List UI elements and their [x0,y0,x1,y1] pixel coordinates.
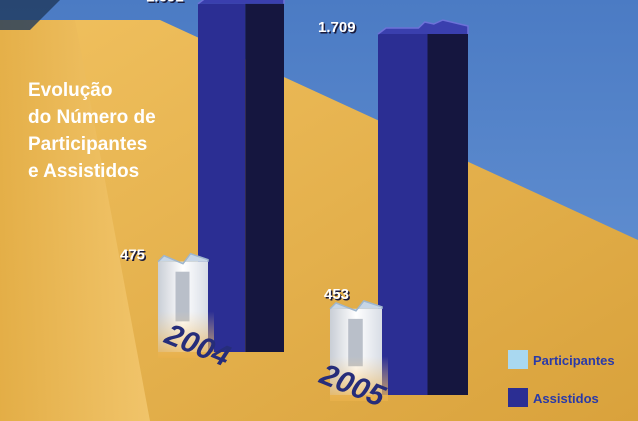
bar-assistidos-front-2005 [378,34,428,395]
left-wall [0,20,150,421]
bar-assistidos-2005 [377,19,469,395]
bar-participantes-groove-2005 [348,318,363,367]
legend-swatch-participantes [508,350,528,369]
value-label-participantes-2005: 453 [324,286,349,303]
bar-assistidos-2004 [197,0,285,352]
value-label-assistidos-shadow-2005: 1.709 [320,21,358,38]
corner-shadow [0,0,60,30]
chart-title: Evolução do Número de Participantes e As… [28,80,156,182]
legend: Participantes Assistidos [508,350,615,407]
value-label-participantes-shadow-2004: 475 [122,248,147,265]
title-line-2: do Número de [28,107,156,128]
legend-label-participantes: Participantes [533,353,615,368]
bar-assistidos-side-2004 [245,3,284,352]
title-line-1: Evolução [28,80,112,101]
title-line-3: Participantes [28,134,147,155]
bar-assistidos-top-2005 [377,19,469,35]
value-label-assistidos-shadow-2004: 1.691 [148,0,186,7]
value-label-assistidos-2005: 1.709 [318,19,356,36]
bar-participantes-2004 [157,252,214,358]
legend-swatch-assistidos [508,388,528,407]
bar-participantes-top-2004 [157,252,209,265]
bar-assistidos-side-2005 [427,34,468,395]
bar-participantes-fade-2004 [158,311,214,358]
bar-participantes-2005 [329,300,388,401]
value-label-participantes-2004: 475 [120,247,145,264]
title-line-4: e Assistidos [28,161,139,182]
value-label-assistidos-2004: 1.691 [146,0,184,6]
legend-label-assistidos: Assistidos [533,391,599,406]
bar-assistidos-top-2004 [197,0,285,5]
bar-participantes-groove-2004 [175,271,190,322]
bar-participantes-fade-2005 [330,356,388,401]
value-label-participantes-shadow-2005: 453 [326,287,351,304]
bar-participantes-top-2005 [329,300,383,312]
